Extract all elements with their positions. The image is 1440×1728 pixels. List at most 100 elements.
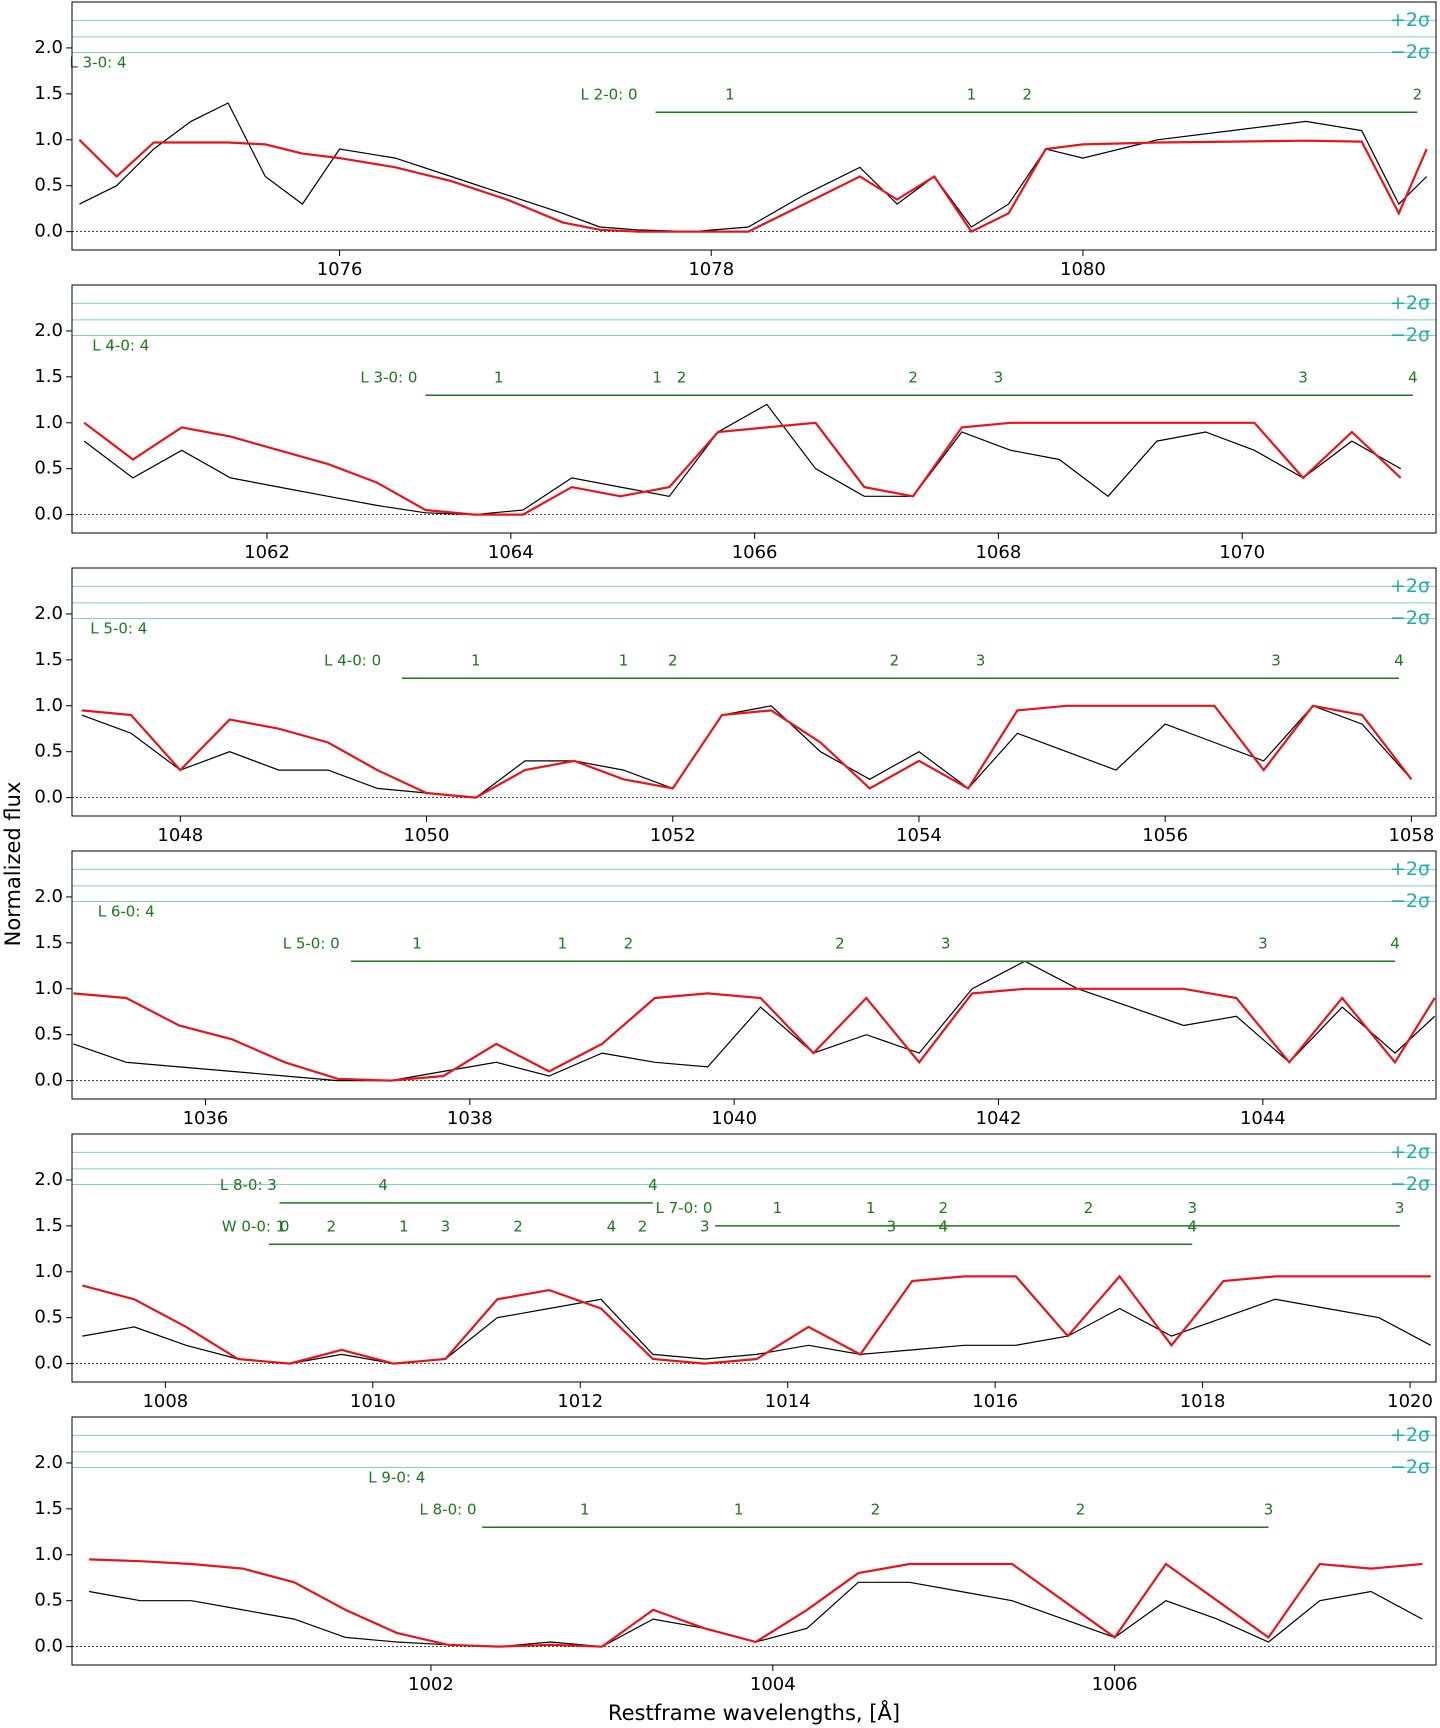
line-label: 2	[638, 1218, 648, 1236]
line-label: 2	[1084, 1199, 1094, 1217]
sigma-label: −2σ	[1390, 607, 1430, 629]
line-label: L 3-0: 4	[70, 53, 127, 71]
y-tick-label: 2.0	[34, 886, 63, 907]
x-tick-label: 1056	[1142, 825, 1188, 846]
line-label: 0	[280, 1218, 290, 1236]
line-label: L 6-0: 4	[98, 902, 155, 920]
axes-frame	[71, 567, 1437, 817]
axes-frame	[71, 1416, 1437, 1666]
line-label: 1	[652, 369, 662, 387]
y-tick-label: 1.5	[34, 649, 63, 670]
line-label: 1	[773, 1199, 783, 1217]
line-label: 3	[1271, 652, 1281, 670]
line-label: 2	[908, 369, 918, 387]
x-tick-label: 1018	[1180, 1391, 1226, 1412]
line-label: 2	[513, 1218, 523, 1236]
sigma-label: −2σ	[1390, 324, 1430, 346]
line-label: 4	[939, 1218, 949, 1236]
line-label: 1	[494, 369, 504, 387]
line-label: 1	[558, 935, 568, 953]
x-tick-label: 1068	[975, 542, 1021, 563]
x-tick-label: 1076	[317, 259, 363, 280]
line-label: 1	[734, 1501, 744, 1519]
x-tick-label: 1044	[1240, 1108, 1286, 1129]
y-tick-label: 1.0	[34, 978, 63, 999]
sigma-label: +2σ	[1390, 1141, 1430, 1163]
spectrum	[81, 705, 1412, 799]
line-label: 2	[1022, 86, 1032, 104]
line-label: 3	[1395, 1199, 1405, 1217]
sigma-label: +2σ	[1390, 858, 1430, 880]
y-tick-label: 1.0	[34, 129, 63, 150]
y-tick-label: 0.0	[34, 221, 63, 242]
panel: 0.0 0.5 1.0 1.5 2.0 1048 1050 1052 1054 1056 1058 L…	[34, 567, 1437, 846]
sigma-label: −2σ	[1390, 1456, 1430, 1478]
line-label: 3	[1258, 935, 1268, 953]
line-label: 1	[619, 652, 629, 670]
plot-area	[72, 19, 1436, 234]
x-tick-label: 1058	[1388, 825, 1434, 846]
axes-frame	[71, 850, 1437, 1100]
line-label: 1	[967, 86, 977, 104]
line-label: 1	[725, 86, 735, 104]
line-label: 4	[1408, 369, 1418, 387]
x-tick-label: 1080	[1060, 259, 1106, 280]
line-label: L 9-0: 4	[368, 1468, 425, 1486]
x-tick-label: 1040	[711, 1108, 757, 1129]
line-label: 4	[1187, 1218, 1197, 1236]
model-fit	[73, 987, 1436, 1082]
y-tick-label: 2.0	[34, 1452, 63, 1473]
model-fit	[89, 1558, 1423, 1648]
plot-area	[72, 1434, 1436, 1648]
plot-area	[72, 868, 1436, 1082]
y-tick-label: 1.0	[34, 1544, 63, 1565]
line-label: 2	[890, 652, 900, 670]
line-label: 2	[677, 369, 687, 387]
x-tick-label: 1062	[244, 542, 290, 563]
y-tick-label: 1.5	[34, 1498, 63, 1519]
model-fit	[82, 1274, 1431, 1365]
line-label: L 4-0: 0	[324, 652, 381, 670]
y-tick-label: 0.5	[34, 1307, 63, 1328]
x-tick-label: 1042	[976, 1108, 1022, 1129]
model-fit	[83, 421, 1402, 516]
panel: 0.0 0.5 1.0 1.5 2.0 1002 1004 1006 L 9-0: 4 L 8-0…	[34, 1416, 1437, 1695]
line-label: 3	[887, 1218, 897, 1236]
sigma-label: −2σ	[1390, 41, 1430, 63]
y-tick-label: 1.0	[34, 695, 63, 716]
x-tick-label: 1010	[350, 1391, 396, 1412]
y-tick-label: 2.0	[34, 320, 63, 341]
y-tick-label: 1.5	[34, 932, 63, 953]
line-label: 2	[327, 1218, 337, 1236]
line-label: 2	[939, 1199, 949, 1217]
line-label: 1	[412, 935, 422, 953]
line-label: 4	[378, 1176, 388, 1194]
x-tick-label: 1048	[157, 825, 203, 846]
spectrum	[79, 102, 1428, 233]
line-label: 3	[1298, 369, 1308, 387]
axes-frame	[71, 1133, 1437, 1383]
y-tick-label: 1.5	[34, 83, 63, 104]
line-label: L 2-0: 0	[581, 86, 638, 104]
line-label: 2	[871, 1501, 881, 1519]
x-tick-label: 1052	[650, 825, 696, 846]
x-tick-label: 1036	[183, 1108, 229, 1129]
y-tick-label: 1.0	[34, 412, 63, 433]
line-label: 2	[1076, 1501, 1086, 1519]
y-tick-label: 2.0	[34, 1169, 63, 1190]
axes-frame	[71, 284, 1437, 534]
x-tick-label: 1066	[732, 542, 778, 563]
line-label: 3	[700, 1218, 710, 1236]
y-tick-label: 0.5	[34, 741, 63, 762]
spectrum	[88, 1581, 1423, 1648]
model-fit	[81, 704, 1413, 799]
y-tick-label: 0.5	[34, 175, 63, 196]
line-label: 4	[1394, 652, 1404, 670]
x-tick-label: 1006	[1092, 1674, 1138, 1695]
model-fit	[78, 139, 1428, 234]
panel: 0.0 0.5 1.0 1.5 2.0 1076 1078 1080 L 3-0: 4 L 2-0…	[34, 1, 1437, 280]
line-label: 2	[624, 935, 634, 953]
line-label: L 3-0: 0	[360, 369, 417, 387]
sigma-label: −2σ	[1390, 1173, 1430, 1195]
x-tick-label: 1008	[142, 1391, 188, 1412]
